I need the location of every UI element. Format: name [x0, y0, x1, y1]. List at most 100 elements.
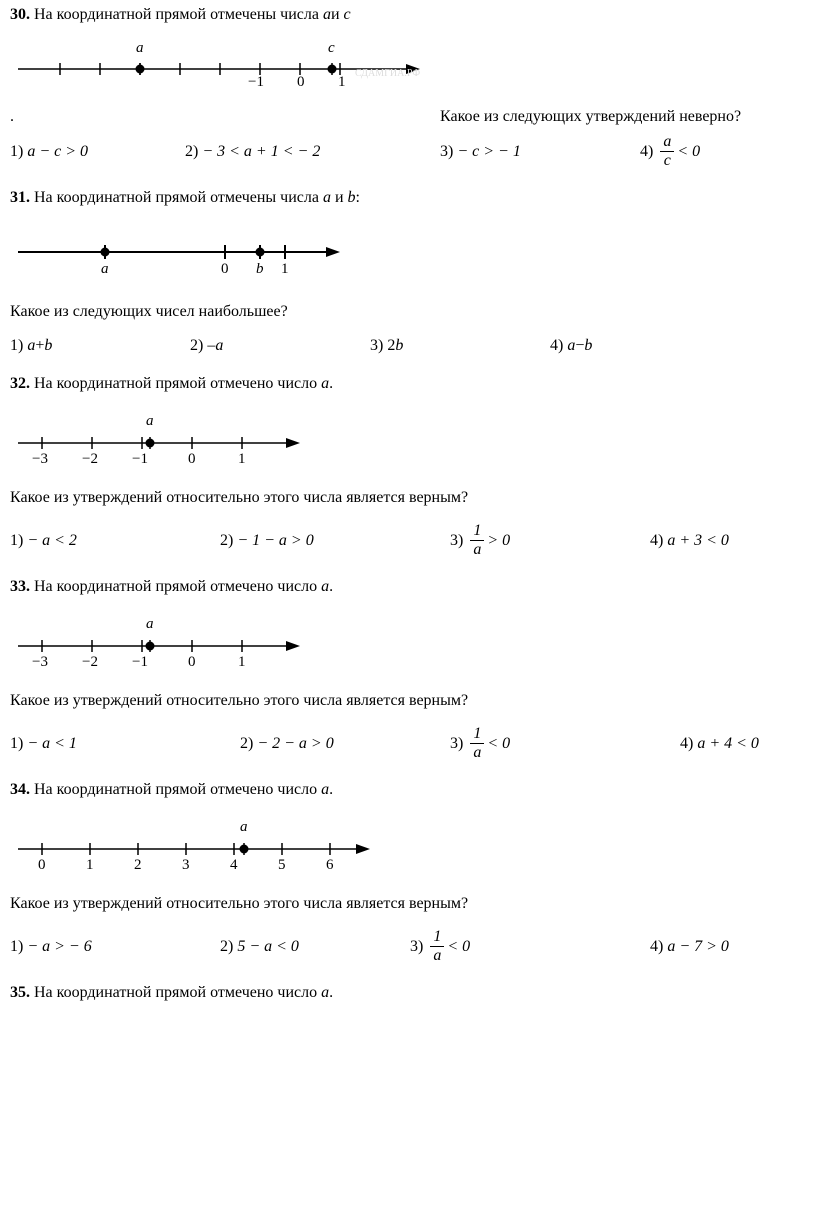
p34-num: 34. — [10, 781, 30, 798]
svg-text:a: a — [146, 413, 154, 429]
p33-a3: 3) 1 a < 0 — [450, 726, 680, 761]
p31-text-post: : — [356, 189, 360, 206]
svg-text:−1: −1 — [248, 74, 264, 90]
p34-statement: 34. На координатной прямой отмечено числ… — [10, 781, 806, 799]
p30-text-mid: и — [331, 6, 344, 23]
p30-period: . — [10, 108, 440, 126]
p32-a1-n: 1) — [10, 532, 23, 550]
svg-text:0: 0 — [188, 451, 196, 467]
p33-a3-frac: 1 a — [470, 726, 484, 761]
p30-var2: c — [344, 6, 351, 23]
svg-text:−1: −1 — [132, 451, 148, 467]
p31-answers: 1) a+b 2) –a 3) 2b 4) a−b — [10, 337, 806, 355]
p34-answers: 1) − a > − 6 2) 5 − a < 0 3) 1 a < 0 4) … — [10, 929, 806, 964]
p32-a2-n: 2) — [220, 532, 233, 550]
p31-a2: 2) –a — [190, 337, 370, 355]
p31-num: 31. — [10, 189, 30, 206]
p33-text-post: . — [329, 578, 333, 595]
p32-statement: 32. На координатной прямой отмечено числ… — [10, 375, 806, 393]
svg-text:a: a — [101, 261, 109, 277]
p30-a4: 4) a c < 0 — [640, 134, 700, 169]
p33-a4: 4) a + 4 < 0 — [680, 735, 759, 753]
p32-a2-e: − 1 − a > 0 — [237, 532, 313, 550]
p34-a2: 2) 5 − a < 0 — [220, 938, 410, 956]
p31-question: Какое из следующих чисел наибольшее? — [10, 303, 806, 321]
p31-text-mid: и — [331, 189, 348, 206]
svg-text:−2: −2 — [82, 654, 98, 670]
p31-text-pre: На координатной прямой отмечены числа — [34, 189, 323, 206]
svg-text:4: 4 — [230, 857, 238, 873]
p32-diagram: −3 −2 −1 0 1 a — [10, 403, 806, 473]
p35-statement: 35. На координатной прямой отмечено числ… — [10, 984, 806, 1002]
p34-a4-n: 4) — [650, 938, 663, 956]
p32-a4-e: a + 3 < 0 — [667, 532, 729, 550]
p33-question: Какое из утверждений относительно этого … — [10, 692, 806, 710]
p31-diagram: ab01 — [10, 217, 806, 287]
p33-a4-e: a + 4 < 0 — [697, 735, 759, 753]
p32-a3: 3) 1 a > 0 — [450, 523, 650, 558]
svg-text:1: 1 — [338, 74, 346, 90]
p34-text-post: . — [329, 781, 333, 798]
p30-var1: a — [323, 6, 331, 23]
p33-a3-n: 3) — [450, 735, 463, 753]
p32-text-post: . — [329, 375, 333, 392]
p34-diagram: 0123456a — [10, 809, 806, 879]
svg-text:2: 2 — [134, 857, 142, 873]
p33-a1-n: 1) — [10, 735, 23, 753]
p32-a3-tail: > 0 — [487, 532, 510, 550]
svg-text:c: c — [328, 40, 335, 56]
p35-num: 35. — [10, 984, 30, 1001]
p32-a2: 2) − 1 − a > 0 — [220, 532, 450, 550]
p34-a2-n: 2) — [220, 938, 233, 956]
p33-a2-n: 2) — [240, 735, 253, 753]
p34-a1-n: 1) — [10, 938, 23, 956]
p30-num: 30. — [10, 6, 30, 23]
p31-a4: 4) a−b — [550, 337, 592, 355]
p34-a1-e: − a > − 6 — [27, 938, 91, 956]
p32-a3-n: 3) — [450, 532, 463, 550]
svg-text:1: 1 — [86, 857, 94, 873]
p34-a1: 1) − a > − 6 — [10, 938, 220, 956]
p30-text-pre: На координатной прямой отмечены числа — [34, 6, 323, 23]
p34-a2-e: 5 − a < 0 — [237, 938, 299, 956]
p30-diagram: ac−101СДАМГИА.РФ — [10, 34, 806, 94]
svg-text:1: 1 — [238, 451, 246, 467]
p30-a3-e: − c > − 1 — [457, 143, 521, 161]
p30-a4-tail: < 0 — [677, 143, 700, 161]
p33-a1-e: − a < 1 — [27, 735, 77, 753]
svg-text:b: b — [256, 261, 264, 277]
p30-a2-e: − 3 < a + 1 < − 2 — [202, 143, 320, 161]
p30-a2: 2) − 3 < a + 1 < − 2 — [185, 143, 440, 161]
p31-var2: b — [348, 189, 356, 206]
svg-text:a: a — [136, 40, 144, 56]
p30-a3-n: 3) — [440, 143, 453, 161]
svg-text:1: 1 — [238, 654, 246, 670]
p30-a1-e: a − c > 0 — [27, 143, 88, 161]
p34-a4-e: a − 7 > 0 — [667, 938, 729, 956]
svg-text:5: 5 — [278, 857, 286, 873]
p34-a3: 3) 1 a < 0 — [410, 929, 650, 964]
p30-a1-n: 1) — [10, 143, 23, 161]
p34-a3-tail: < 0 — [447, 938, 470, 956]
p33-a3-tail: < 0 — [487, 735, 510, 753]
svg-text:0: 0 — [38, 857, 46, 873]
svg-text:СДАМГИА.РФ: СДАМГИА.РФ — [355, 68, 420, 79]
svg-text:−3: −3 — [32, 451, 48, 467]
svg-text:−1: −1 — [132, 654, 148, 670]
p33-diagram: −3−2−101a — [10, 606, 806, 676]
p33-a2-e: − 2 − a > 0 — [257, 735, 333, 753]
svg-text:3: 3 — [182, 857, 190, 873]
p33-var1: a — [321, 578, 329, 595]
p31-var1: a — [323, 189, 331, 206]
svg-text:−2: −2 — [82, 451, 98, 467]
p33-a4-n: 4) — [680, 735, 693, 753]
p32-text-pre: На координатной прямой отмечено число — [34, 375, 321, 392]
svg-text:a: a — [146, 616, 154, 632]
p30-question: Какое из следующих утверждений неверно? — [440, 108, 741, 126]
p31-a3: 3) 2b — [370, 337, 550, 355]
p35-text-post: . — [329, 984, 333, 1001]
p30-a2-n: 2) — [185, 143, 198, 161]
p30-dot-question-row: . Какое из следующих утверждений неверно… — [10, 108, 806, 126]
svg-text:a: a — [240, 819, 248, 835]
p33-statement: 33. На координатной прямой отмечено числ… — [10, 578, 806, 596]
